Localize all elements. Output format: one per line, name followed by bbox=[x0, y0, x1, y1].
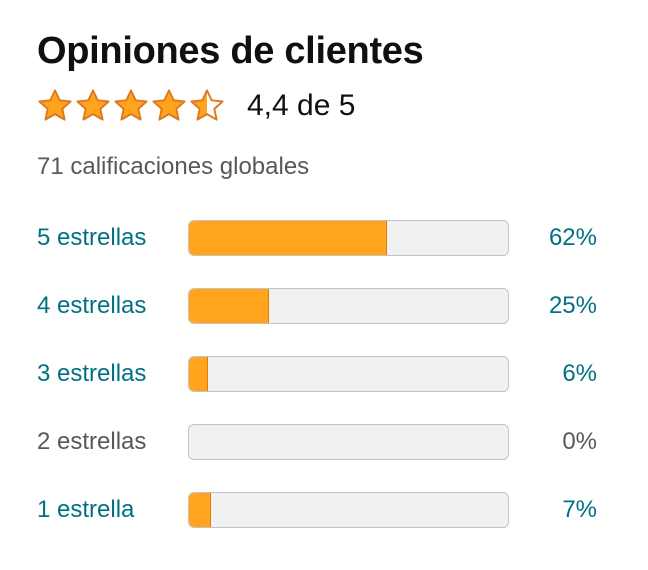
histogram-label: 2 estrellas bbox=[37, 428, 147, 455]
total-ratings: 71 calificaciones globales bbox=[37, 153, 310, 180]
histogram-percent[interactable]: 25% bbox=[548, 292, 597, 319]
star-icon bbox=[152, 89, 186, 121]
star-rating bbox=[37, 88, 225, 124]
histogram-bar[interactable] bbox=[188, 492, 509, 528]
histogram-percent[interactable]: 7% bbox=[562, 496, 597, 523]
histogram-percent[interactable]: 62% bbox=[548, 224, 597, 251]
rating-histogram: 5 estrellas 62% 4 estrellas 25% 3 estrel… bbox=[37, 218, 612, 558]
average-rating[interactable]: 4,4 de 5 bbox=[37, 86, 355, 126]
histogram-row-4[interactable]: 4 estrellas 25% bbox=[37, 286, 612, 354]
histogram-percent: 0% bbox=[562, 428, 597, 455]
histogram-bar-fill bbox=[189, 221, 387, 255]
histogram-label[interactable]: 1 estrella bbox=[37, 496, 135, 523]
histogram-bar[interactable] bbox=[188, 288, 509, 324]
histogram-row-1[interactable]: 1 estrella 7% bbox=[37, 490, 612, 558]
histogram-label[interactable]: 3 estrellas bbox=[37, 360, 147, 387]
histogram-bar[interactable] bbox=[188, 220, 509, 256]
histogram-bar-fill bbox=[189, 289, 269, 323]
histogram-row-2: 2 estrellas 0% bbox=[37, 422, 612, 490]
star-icon bbox=[76, 89, 110, 121]
histogram-bar-fill bbox=[189, 493, 212, 527]
star-icon bbox=[38, 89, 72, 121]
rating-text: 4,4 de 5 bbox=[247, 89, 356, 122]
star-icon bbox=[190, 89, 224, 121]
histogram-row-3[interactable]: 3 estrellas 6% bbox=[37, 354, 612, 422]
histogram-label[interactable]: 5 estrellas bbox=[37, 224, 147, 251]
histogram-bar bbox=[188, 424, 509, 460]
section-title: Opiniones de clientes bbox=[37, 30, 424, 72]
histogram-percent[interactable]: 6% bbox=[562, 360, 597, 387]
histogram-row-5[interactable]: 5 estrellas 62% bbox=[37, 218, 612, 286]
histogram-bar-fill bbox=[189, 357, 209, 391]
star-icon bbox=[114, 89, 148, 121]
histogram-bar[interactable] bbox=[188, 356, 509, 392]
histogram-label[interactable]: 4 estrellas bbox=[37, 292, 147, 319]
